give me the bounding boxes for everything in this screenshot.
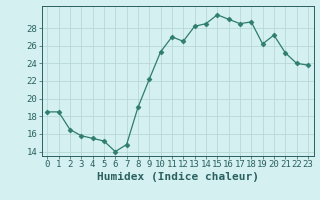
X-axis label: Humidex (Indice chaleur): Humidex (Indice chaleur)	[97, 172, 259, 182]
